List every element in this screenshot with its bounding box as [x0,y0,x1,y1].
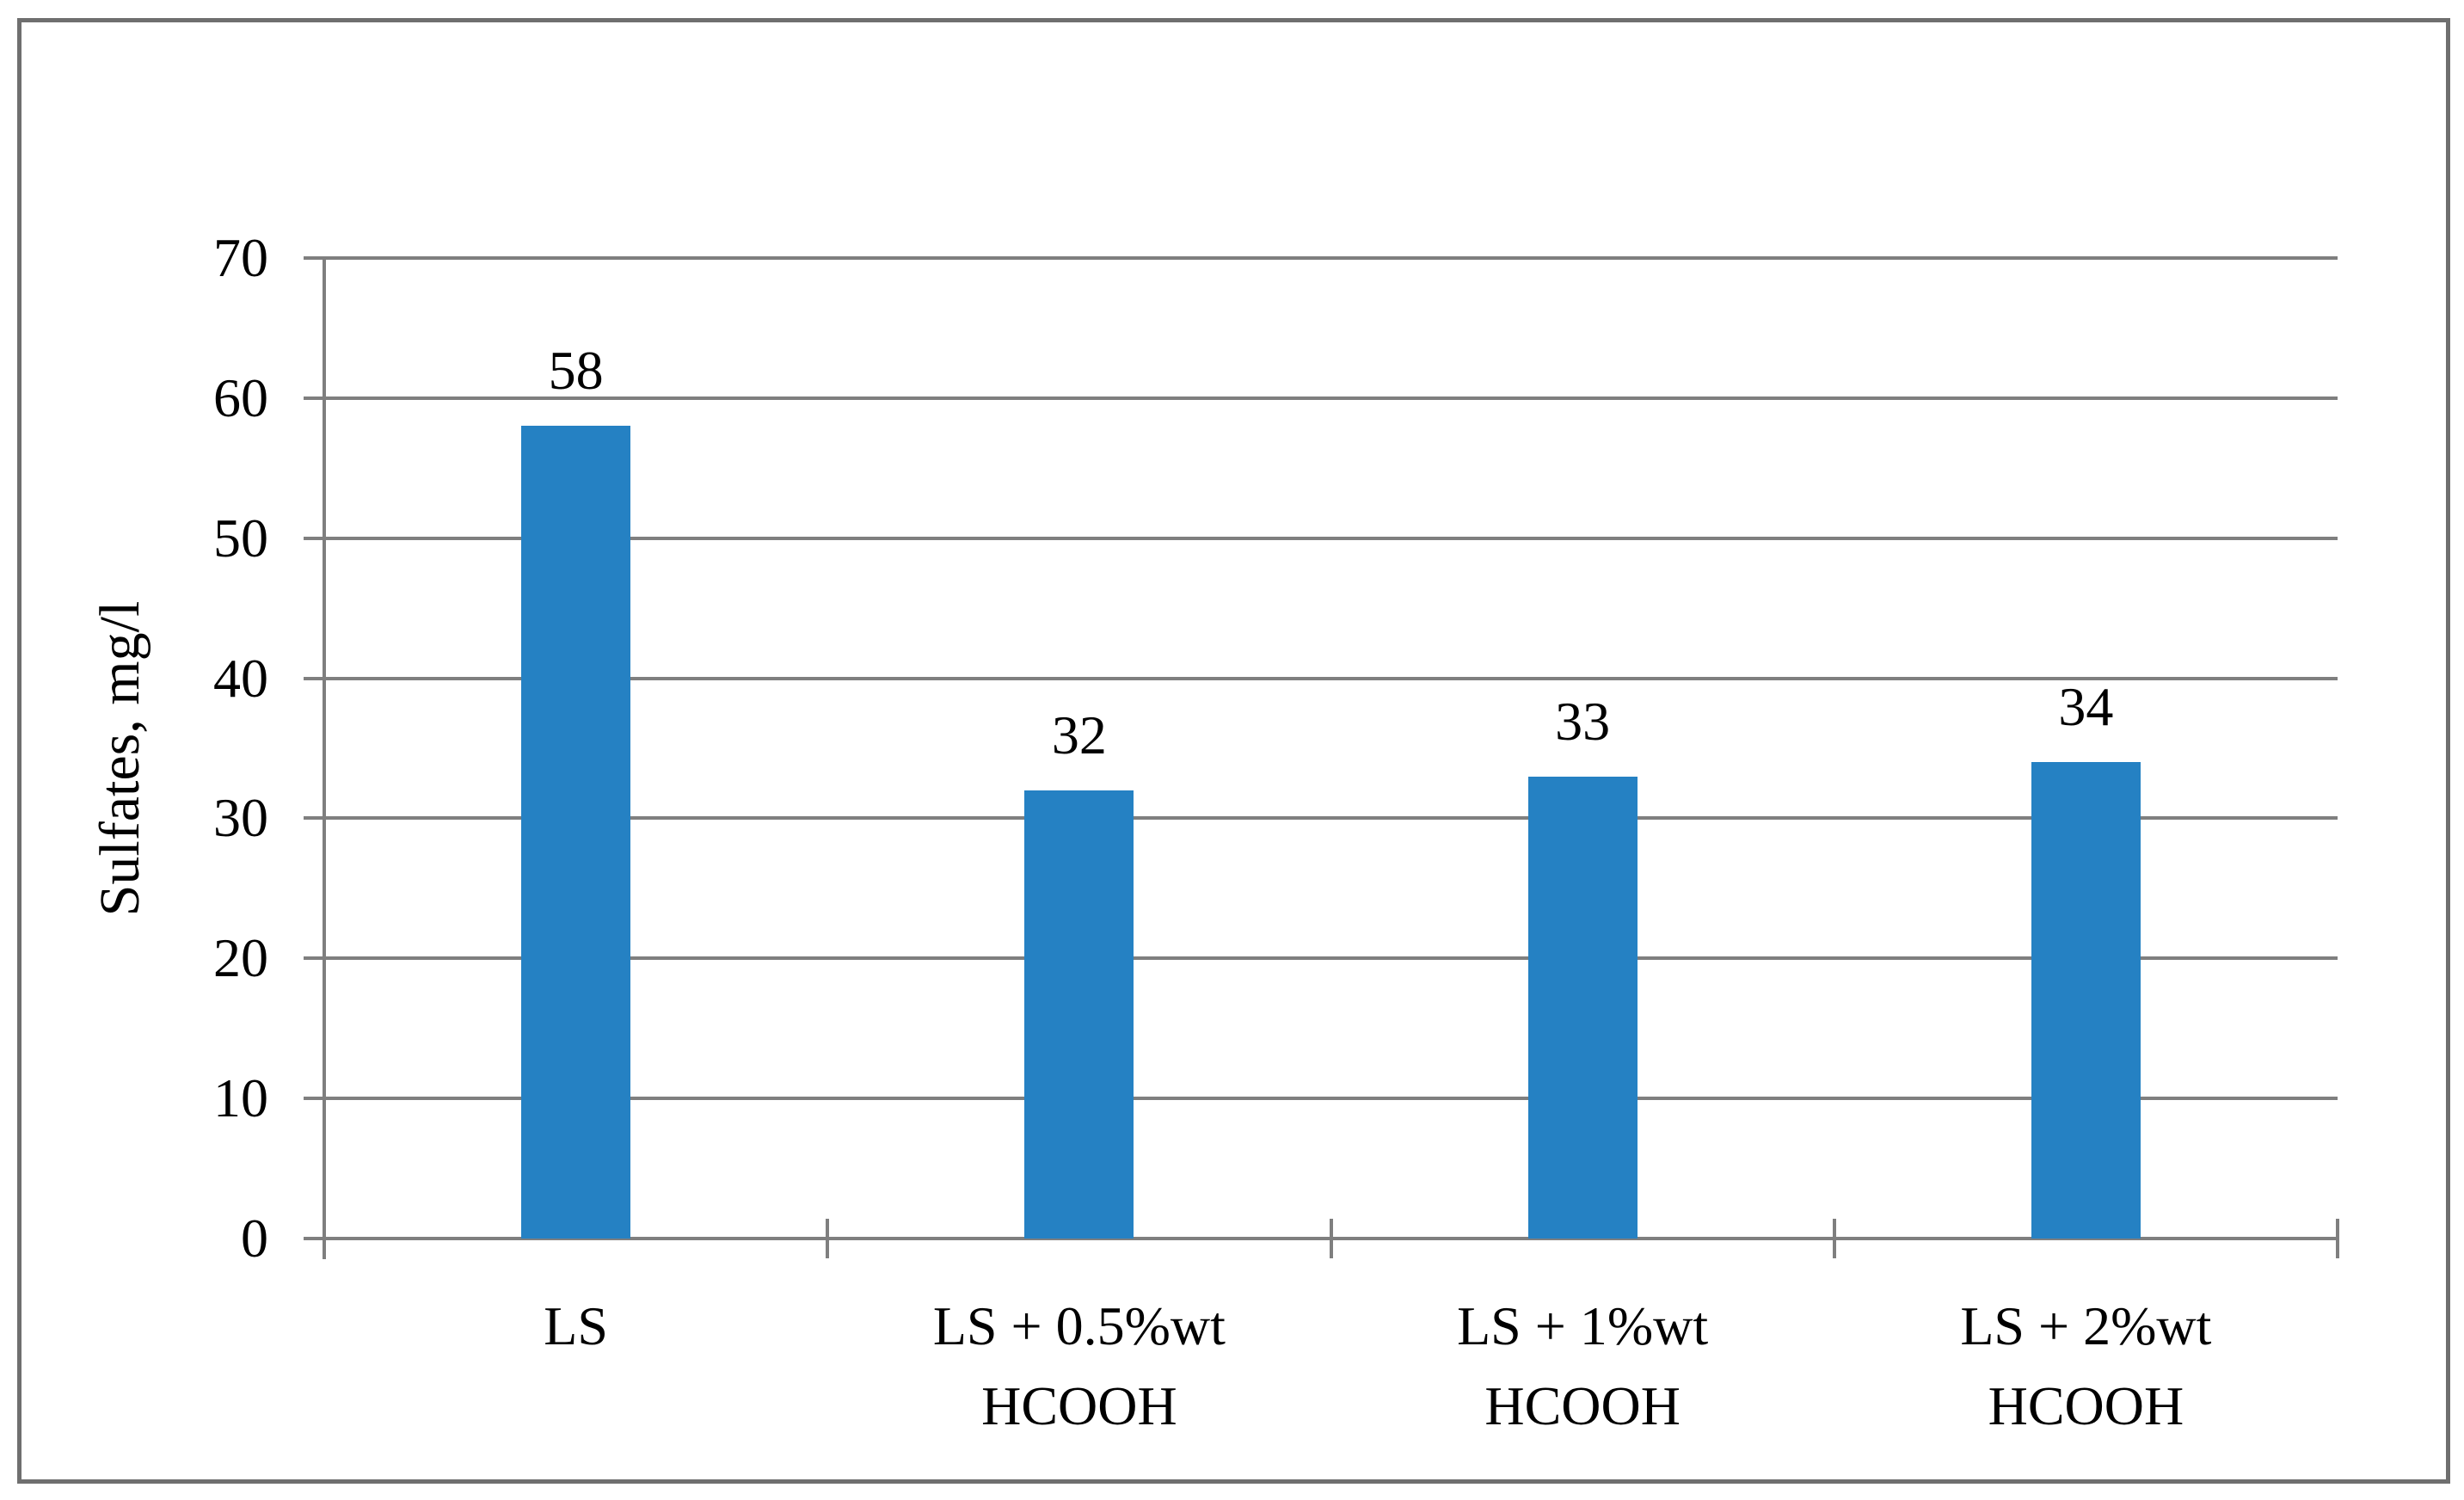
y-axis-line [323,258,326,1259]
y-axis-tick [304,816,326,821]
y-axis-tick-label: 30 [213,787,268,849]
figure-border [17,18,2450,1484]
y-axis-tick-label: 20 [213,927,268,989]
y-axis-tick [304,1097,326,1101]
gridline [324,676,2338,680]
y-axis-tick-label: 40 [213,647,268,709]
gridline [324,256,2338,260]
y-axis-tick-label: 50 [213,507,268,569]
bar-value-label: 32 [1051,704,1107,765]
bar [1024,790,1134,1239]
bar-value-label: 34 [2058,676,2114,738]
bar-value-label: 33 [1555,690,1611,752]
x-category-label: LS + 1%wt HCOOH [1457,1295,1709,1436]
y-axis-tick [304,396,326,400]
y-axis-tick [304,1237,326,1240]
gridline [324,816,2338,821]
y-axis-tick [304,256,326,260]
x-category-label: LS + 0.5%wt HCOOH [932,1295,1226,1436]
gridline [324,956,2338,961]
x-axis-tick [826,1219,830,1258]
y-axis-tick-label: 70 [213,227,268,288]
y-axis-tick [304,956,326,961]
x-axis-tick [2336,1219,2339,1258]
gridline [324,1097,2338,1101]
x-category-label: LS + 2%wt HCOOH [1960,1295,2212,1436]
bar [2031,762,2141,1239]
bar [521,426,631,1239]
y-axis-tick [304,536,326,540]
y-axis-tick-label: 60 [213,366,268,428]
y-axis-tick [304,676,326,680]
x-axis-tick [1832,1219,1836,1258]
gridline [324,536,2338,540]
bar-value-label: 58 [548,340,604,402]
x-category-label: LS [544,1295,608,1356]
x-axis-tick [1329,1219,1333,1258]
gridline [324,396,2338,400]
y-axis-tick-label: 10 [213,1067,268,1129]
y-axis-tick-label: 0 [241,1208,268,1269]
bar [1527,776,1638,1239]
